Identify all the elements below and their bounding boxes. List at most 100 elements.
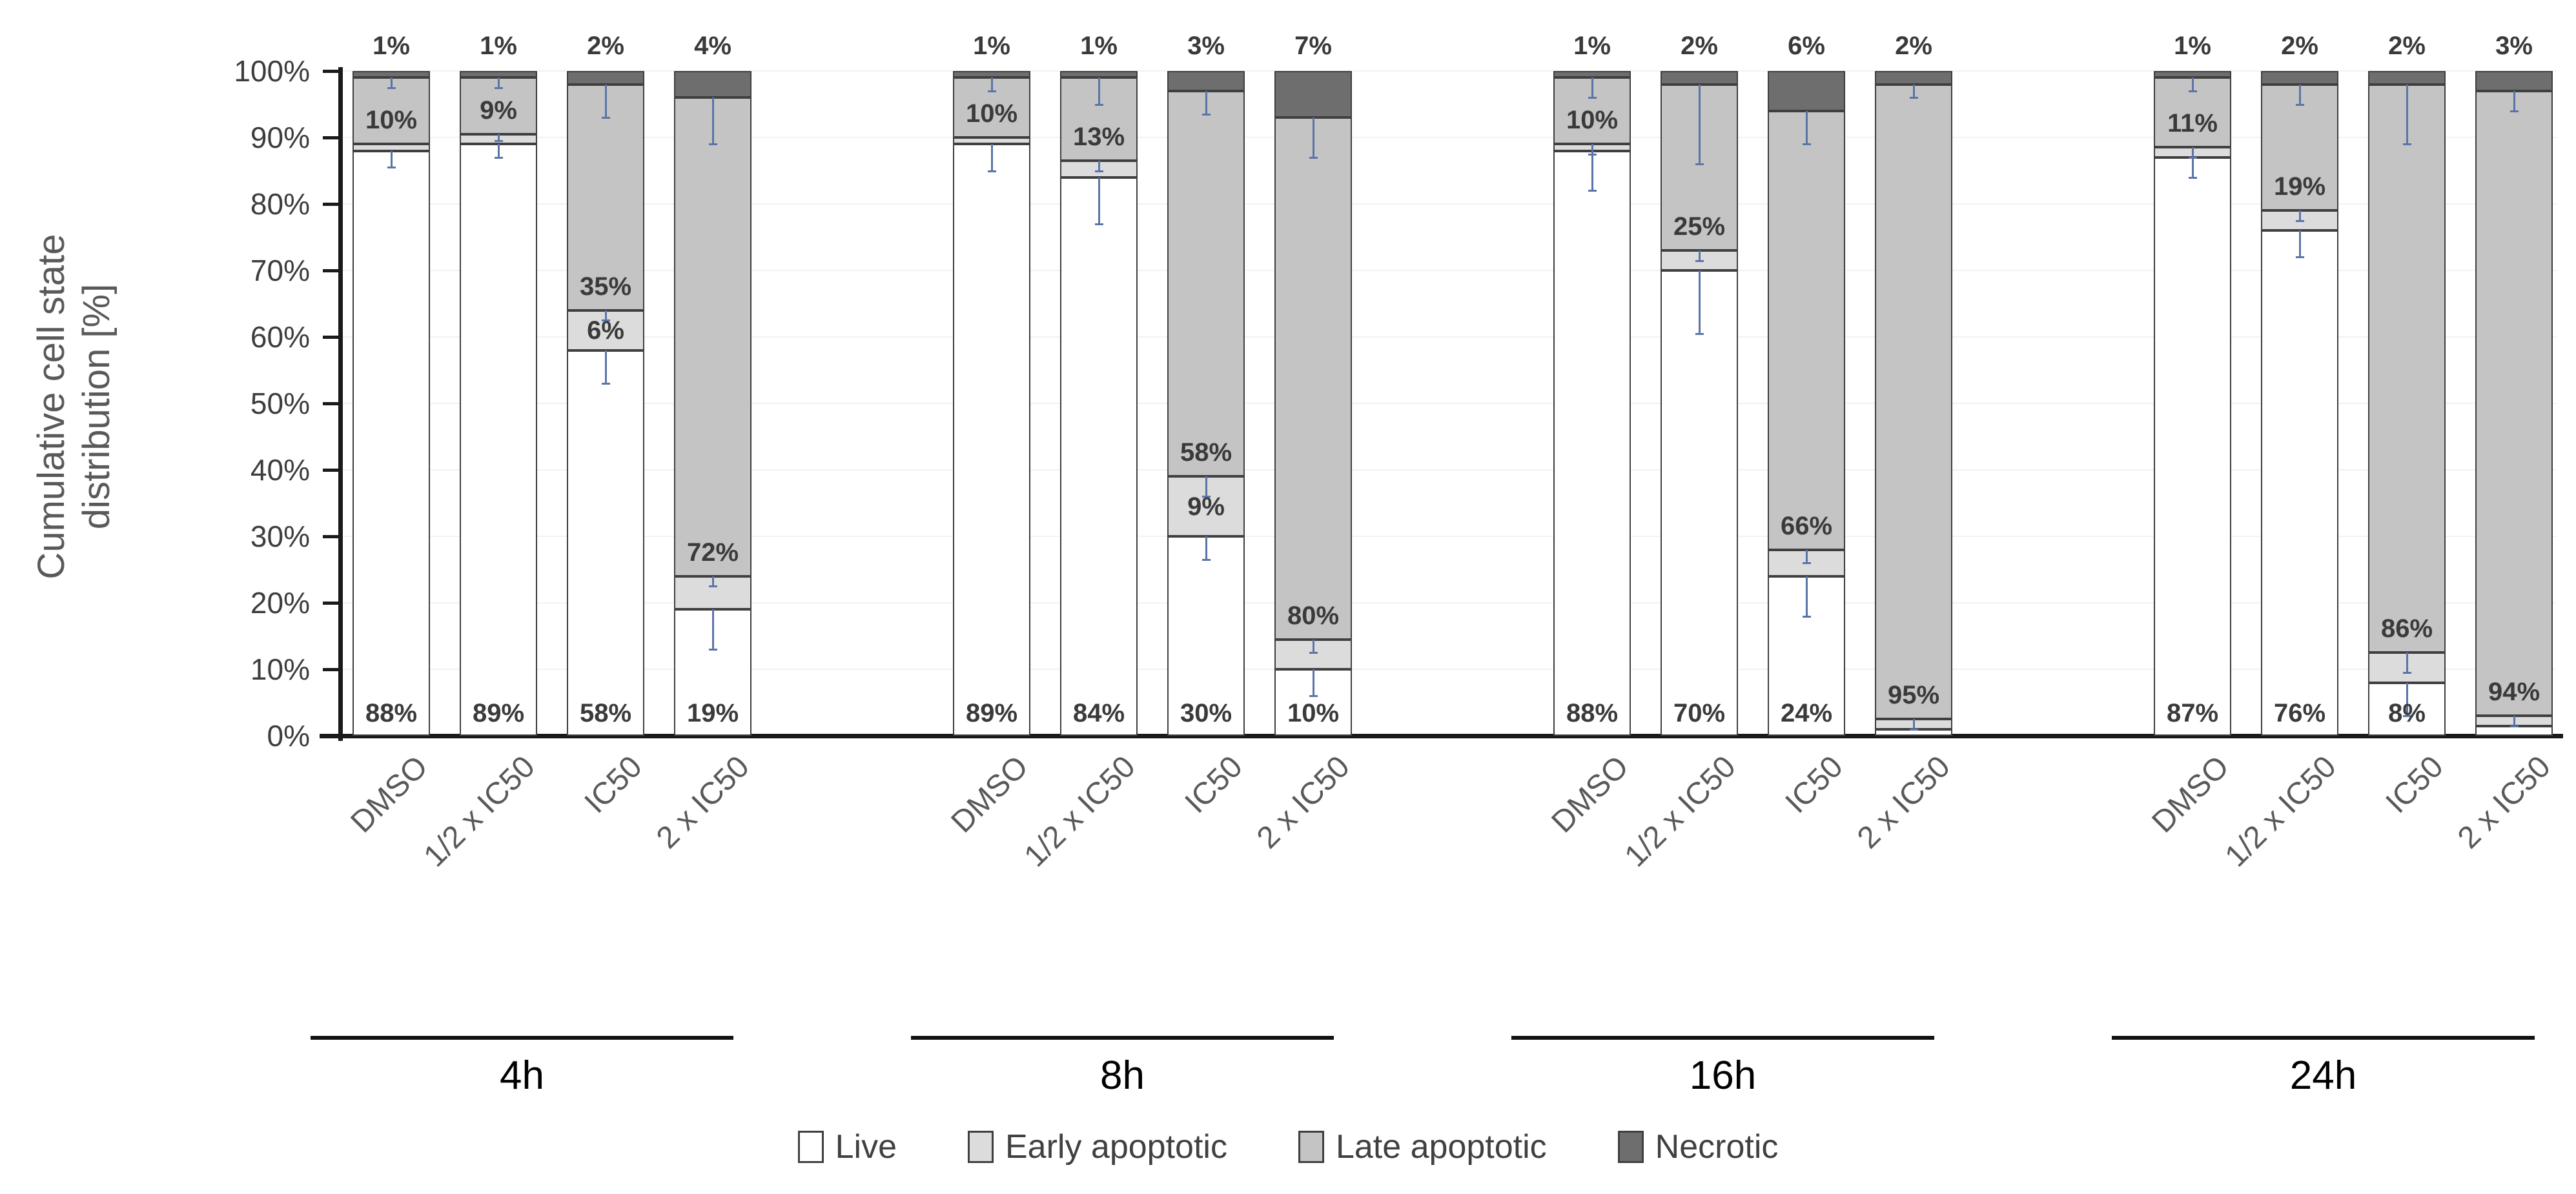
label-live: 8% bbox=[2388, 699, 2426, 727]
error-bar bbox=[990, 77, 993, 91]
label-live: 19% bbox=[686, 699, 739, 727]
y-tick-label: 80% bbox=[250, 187, 310, 221]
error-bar bbox=[1312, 669, 1314, 696]
error-bar bbox=[1098, 77, 1100, 105]
gridline-70 bbox=[343, 270, 2557, 271]
error-bar bbox=[2513, 90, 2515, 111]
segment-late bbox=[567, 84, 644, 310]
error-bar-cap bbox=[1201, 496, 1211, 498]
time-group-line bbox=[1511, 1036, 1934, 1040]
label-necrotic: 2% bbox=[2388, 32, 2426, 60]
error-bar-cap bbox=[1909, 728, 1918, 731]
label-live: 88% bbox=[1566, 699, 1619, 727]
error-bar bbox=[1912, 84, 1915, 98]
error-bar-cap bbox=[387, 167, 396, 169]
legend-label: Early apoptotic bbox=[1005, 1128, 1227, 1166]
time-group-label: 8h bbox=[1100, 1053, 1145, 1098]
error-bar bbox=[2191, 77, 2194, 91]
label-late-apoptotic: 11% bbox=[2167, 109, 2218, 138]
label-live: 89% bbox=[965, 699, 1018, 727]
error-bar bbox=[1805, 576, 1808, 616]
label-late-apoptotic: 13% bbox=[1072, 123, 1125, 152]
error-bar bbox=[390, 150, 393, 168]
label-necrotic: 2% bbox=[587, 32, 624, 60]
error-bar-cap bbox=[1309, 652, 1318, 654]
time-group-label: 24h bbox=[2289, 1053, 2357, 1098]
y-tick-label: 70% bbox=[250, 254, 310, 287]
error-bar-cap bbox=[987, 170, 996, 172]
y-tick-mark bbox=[323, 602, 338, 605]
legend-label: Live bbox=[835, 1128, 897, 1166]
label-necrotic: 2% bbox=[1895, 32, 1932, 60]
label-late-apoptotic: 10% bbox=[365, 106, 418, 135]
segment-late bbox=[1274, 117, 1352, 640]
error-bar-cap bbox=[494, 140, 503, 143]
segment-necrotic bbox=[953, 71, 1030, 78]
segment-early bbox=[353, 144, 430, 151]
y-tick-label: 40% bbox=[250, 453, 310, 487]
segment-live bbox=[567, 350, 644, 736]
segment-live bbox=[460, 144, 537, 736]
label-late-apoptotic: 86% bbox=[2380, 614, 2433, 643]
y-tick-label: 90% bbox=[250, 121, 310, 154]
error-bar-cap bbox=[708, 585, 717, 588]
error-bar bbox=[604, 310, 607, 321]
segment-late bbox=[1768, 110, 1845, 550]
gridline-10 bbox=[343, 669, 2557, 670]
error-bar bbox=[1805, 110, 1808, 145]
y-axis-title-line1: Cumulative cell state bbox=[30, 234, 72, 580]
segment-necrotic bbox=[2154, 71, 2231, 78]
label-necrotic: 7% bbox=[1294, 32, 1332, 60]
label-late-apoptotic: 9% bbox=[480, 96, 517, 125]
legend: Live Early apoptotic Late apoptotic Necroti… bbox=[0, 1118, 2576, 1176]
label-necrotic: 3% bbox=[1187, 32, 1225, 60]
legend-item-early-apoptotic: Early apoptotic bbox=[968, 1128, 1227, 1166]
error-bar bbox=[2406, 682, 2408, 716]
error-bar bbox=[1205, 90, 1207, 114]
legend-item-live: Live bbox=[797, 1128, 897, 1166]
error-bar-cap bbox=[708, 649, 717, 651]
error-bar-cap bbox=[2402, 715, 2411, 718]
label-late-apoptotic: 10% bbox=[965, 99, 1018, 128]
segment-live bbox=[1060, 177, 1138, 736]
y-tick-mark bbox=[323, 469, 338, 472]
label-late-apoptotic: 94% bbox=[2488, 678, 2540, 707]
error-bar bbox=[990, 144, 993, 171]
error-bar-cap bbox=[601, 383, 610, 385]
label-necrotic: 2% bbox=[1681, 32, 1718, 60]
error-bar-cap bbox=[1588, 97, 1597, 99]
gridline-100 bbox=[343, 70, 2557, 72]
x-category-label: DMSO bbox=[1545, 749, 1635, 840]
error-bar-cap bbox=[1802, 143, 1811, 146]
label-necrotic: 1% bbox=[480, 32, 517, 60]
error-bar bbox=[604, 84, 607, 118]
gridline-40 bbox=[343, 469, 2557, 471]
error-bar-cap bbox=[2188, 90, 2197, 92]
segment-live bbox=[353, 150, 430, 736]
error-bar bbox=[2406, 84, 2408, 145]
error-bar-cap bbox=[2295, 103, 2304, 106]
y-axis-line bbox=[338, 67, 343, 741]
label-late-apoptotic: 25% bbox=[1673, 212, 1726, 241]
label-necrotic: 4% bbox=[694, 32, 731, 60]
label-early-apoptotic: 9% bbox=[1187, 492, 1225, 521]
segment-live bbox=[1661, 270, 1738, 736]
label-late-apoptotic: 58% bbox=[1180, 438, 1232, 467]
error-bar bbox=[1698, 270, 1701, 334]
y-tick-mark bbox=[323, 269, 338, 272]
segment-necrotic bbox=[1768, 71, 1845, 111]
segment-late bbox=[2475, 90, 2553, 716]
segment-live bbox=[953, 144, 1030, 736]
legend-item-late-apoptotic: Late apoptotic bbox=[1298, 1128, 1547, 1166]
error-bar bbox=[1591, 150, 1593, 191]
error-bar bbox=[2298, 84, 2301, 105]
label-late-apoptotic: 72% bbox=[686, 538, 739, 567]
label-live: 24% bbox=[1780, 699, 1833, 727]
x-category-label: DMSO bbox=[2145, 749, 2236, 840]
error-bar-cap bbox=[708, 143, 717, 146]
y-tick-label: 30% bbox=[250, 520, 310, 553]
legend-label: Late apoptotic bbox=[1335, 1128, 1547, 1166]
segment-late bbox=[674, 97, 751, 576]
error-bar-cap bbox=[1201, 113, 1211, 116]
error-bar-cap bbox=[494, 86, 503, 89]
